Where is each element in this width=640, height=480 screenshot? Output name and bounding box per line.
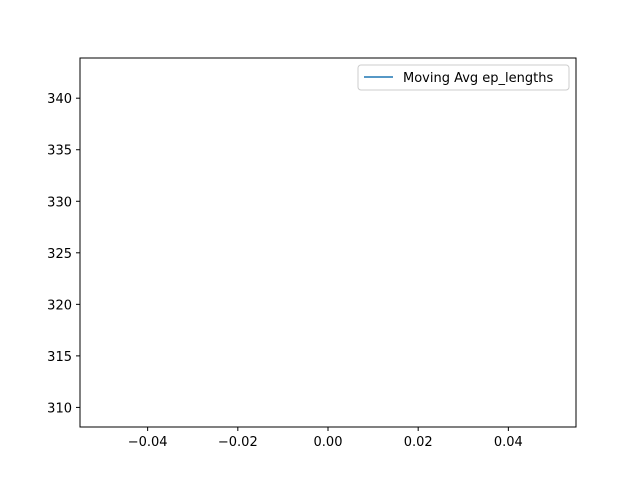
legend: Moving Avg ep_lengths (357, 64, 570, 91)
y-axis: 310 315 320 325 330 335 340 (47, 92, 80, 416)
x-tick-label: 0.02 (404, 435, 433, 450)
x-tick-label: −0.04 (128, 435, 168, 450)
y-tick-label: 320 (47, 298, 72, 313)
y-tick-label: 335 (47, 144, 72, 159)
y-tick-label: 315 (47, 350, 72, 365)
plot-frame (79, 57, 577, 428)
x-tick-label: 0.00 (314, 435, 343, 450)
y-tick-label: 325 (47, 247, 72, 262)
x-tick-label: −0.02 (218, 435, 258, 450)
x-axis: −0.04 −0.02 0.00 0.02 0.04 (128, 427, 523, 450)
y-tick-label: 330 (47, 195, 72, 210)
x-tick-label: 0.04 (494, 435, 523, 450)
legend-box (357, 64, 570, 91)
y-tick-label: 340 (47, 92, 72, 107)
plot-area (80, 58, 576, 427)
legend-label: Moving Avg ep_lengths (403, 71, 553, 86)
y-tick-label: 310 (47, 401, 72, 416)
